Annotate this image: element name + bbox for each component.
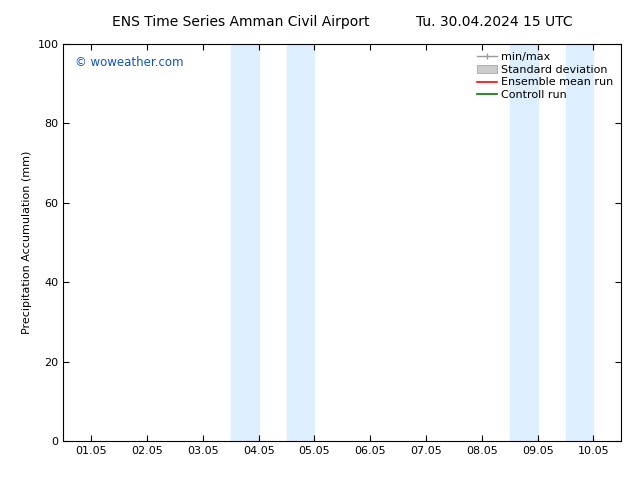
Legend: min/max, Standard deviation, Ensemble mean run, Controll run: min/max, Standard deviation, Ensemble me… — [475, 49, 616, 102]
Text: © woweather.com: © woweather.com — [75, 56, 183, 69]
Bar — [231, 44, 259, 441]
Bar — [510, 44, 538, 441]
Text: ENS Time Series Amman Civil Airport: ENS Time Series Amman Civil Airport — [112, 15, 370, 29]
Y-axis label: Precipitation Accumulation (mm): Precipitation Accumulation (mm) — [22, 151, 32, 334]
Bar — [287, 44, 314, 441]
Text: Tu. 30.04.2024 15 UTC: Tu. 30.04.2024 15 UTC — [416, 15, 573, 29]
Bar — [566, 44, 593, 441]
